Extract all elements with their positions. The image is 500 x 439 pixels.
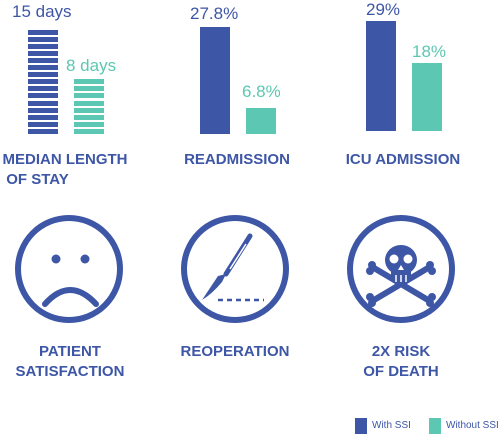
death-label-line2: OF DEATH <box>363 363 439 380</box>
bar-segment <box>74 107 104 113</box>
readmission-label: READMISSION <box>184 151 290 168</box>
legend-label-with-ssi: With SSI <box>372 420 411 431</box>
bar-segment <box>28 57 58 63</box>
legend-swatch-with-ssi <box>355 418 367 434</box>
death-label-line1: 2X RISK <box>371 343 431 360</box>
bar-segment <box>74 86 104 92</box>
bar-segment <box>28 86 58 92</box>
readmission-without-ssi-value: 6.8% <box>242 82 281 101</box>
satisfaction-label-line1: PATIENT <box>39 343 101 360</box>
los-label-line1: MEDIAN LENGTH <box>2 151 128 168</box>
legend-swatch-without-ssi <box>429 418 441 434</box>
bar-segment <box>74 114 104 120</box>
readmission-with-ssi-bar <box>200 27 230 134</box>
icu-label: ICU ADMISSION <box>345 151 461 168</box>
readmission-without-ssi-bar <box>246 107 276 134</box>
bar-segment <box>28 107 58 113</box>
bar-segment <box>74 79 104 85</box>
reoperation-label: REOPERATION <box>180 343 290 360</box>
los-without-ssi-value: 8 days <box>66 56 117 75</box>
icu-with-ssi-value: 29% <box>366 0 401 19</box>
scalpel-icon <box>181 215 289 323</box>
bar-segment <box>28 100 58 106</box>
bar-segment <box>74 121 104 127</box>
bar-segment <box>74 100 104 106</box>
los-with-ssi-bar <box>28 29 58 134</box>
los-with-ssi-value: 15 days <box>12 2 72 21</box>
icu-without-ssi-value: 18% <box>412 42 447 61</box>
los-label-line2: OF STAY <box>6 171 69 188</box>
bar-segment <box>28 79 58 85</box>
satisfaction-label-line2: SATISFACTION <box>15 363 125 380</box>
readmission-with-ssi-value: 27.8% <box>190 4 239 23</box>
bar-segment <box>28 121 58 127</box>
bar-segment <box>28 128 58 134</box>
los-without-ssi-bar <box>74 79 104 134</box>
bar-segment <box>28 93 58 99</box>
icu-without-ssi-bar <box>412 62 442 131</box>
bar-segment <box>28 43 58 49</box>
sad-face-icon <box>15 215 123 323</box>
bar-segment <box>28 29 58 35</box>
bar-segment <box>28 50 58 56</box>
bar-segment <box>74 93 104 99</box>
bar-segment <box>28 72 58 78</box>
bar-segment <box>28 36 58 42</box>
legend-label-without-ssi: Without SSI <box>446 420 499 431</box>
skull-crossbones-icon <box>347 215 455 323</box>
bar-segment <box>28 114 58 120</box>
bar-segment <box>28 65 58 71</box>
icu-with-ssi-bar <box>366 20 396 131</box>
bar-segment <box>74 128 104 134</box>
